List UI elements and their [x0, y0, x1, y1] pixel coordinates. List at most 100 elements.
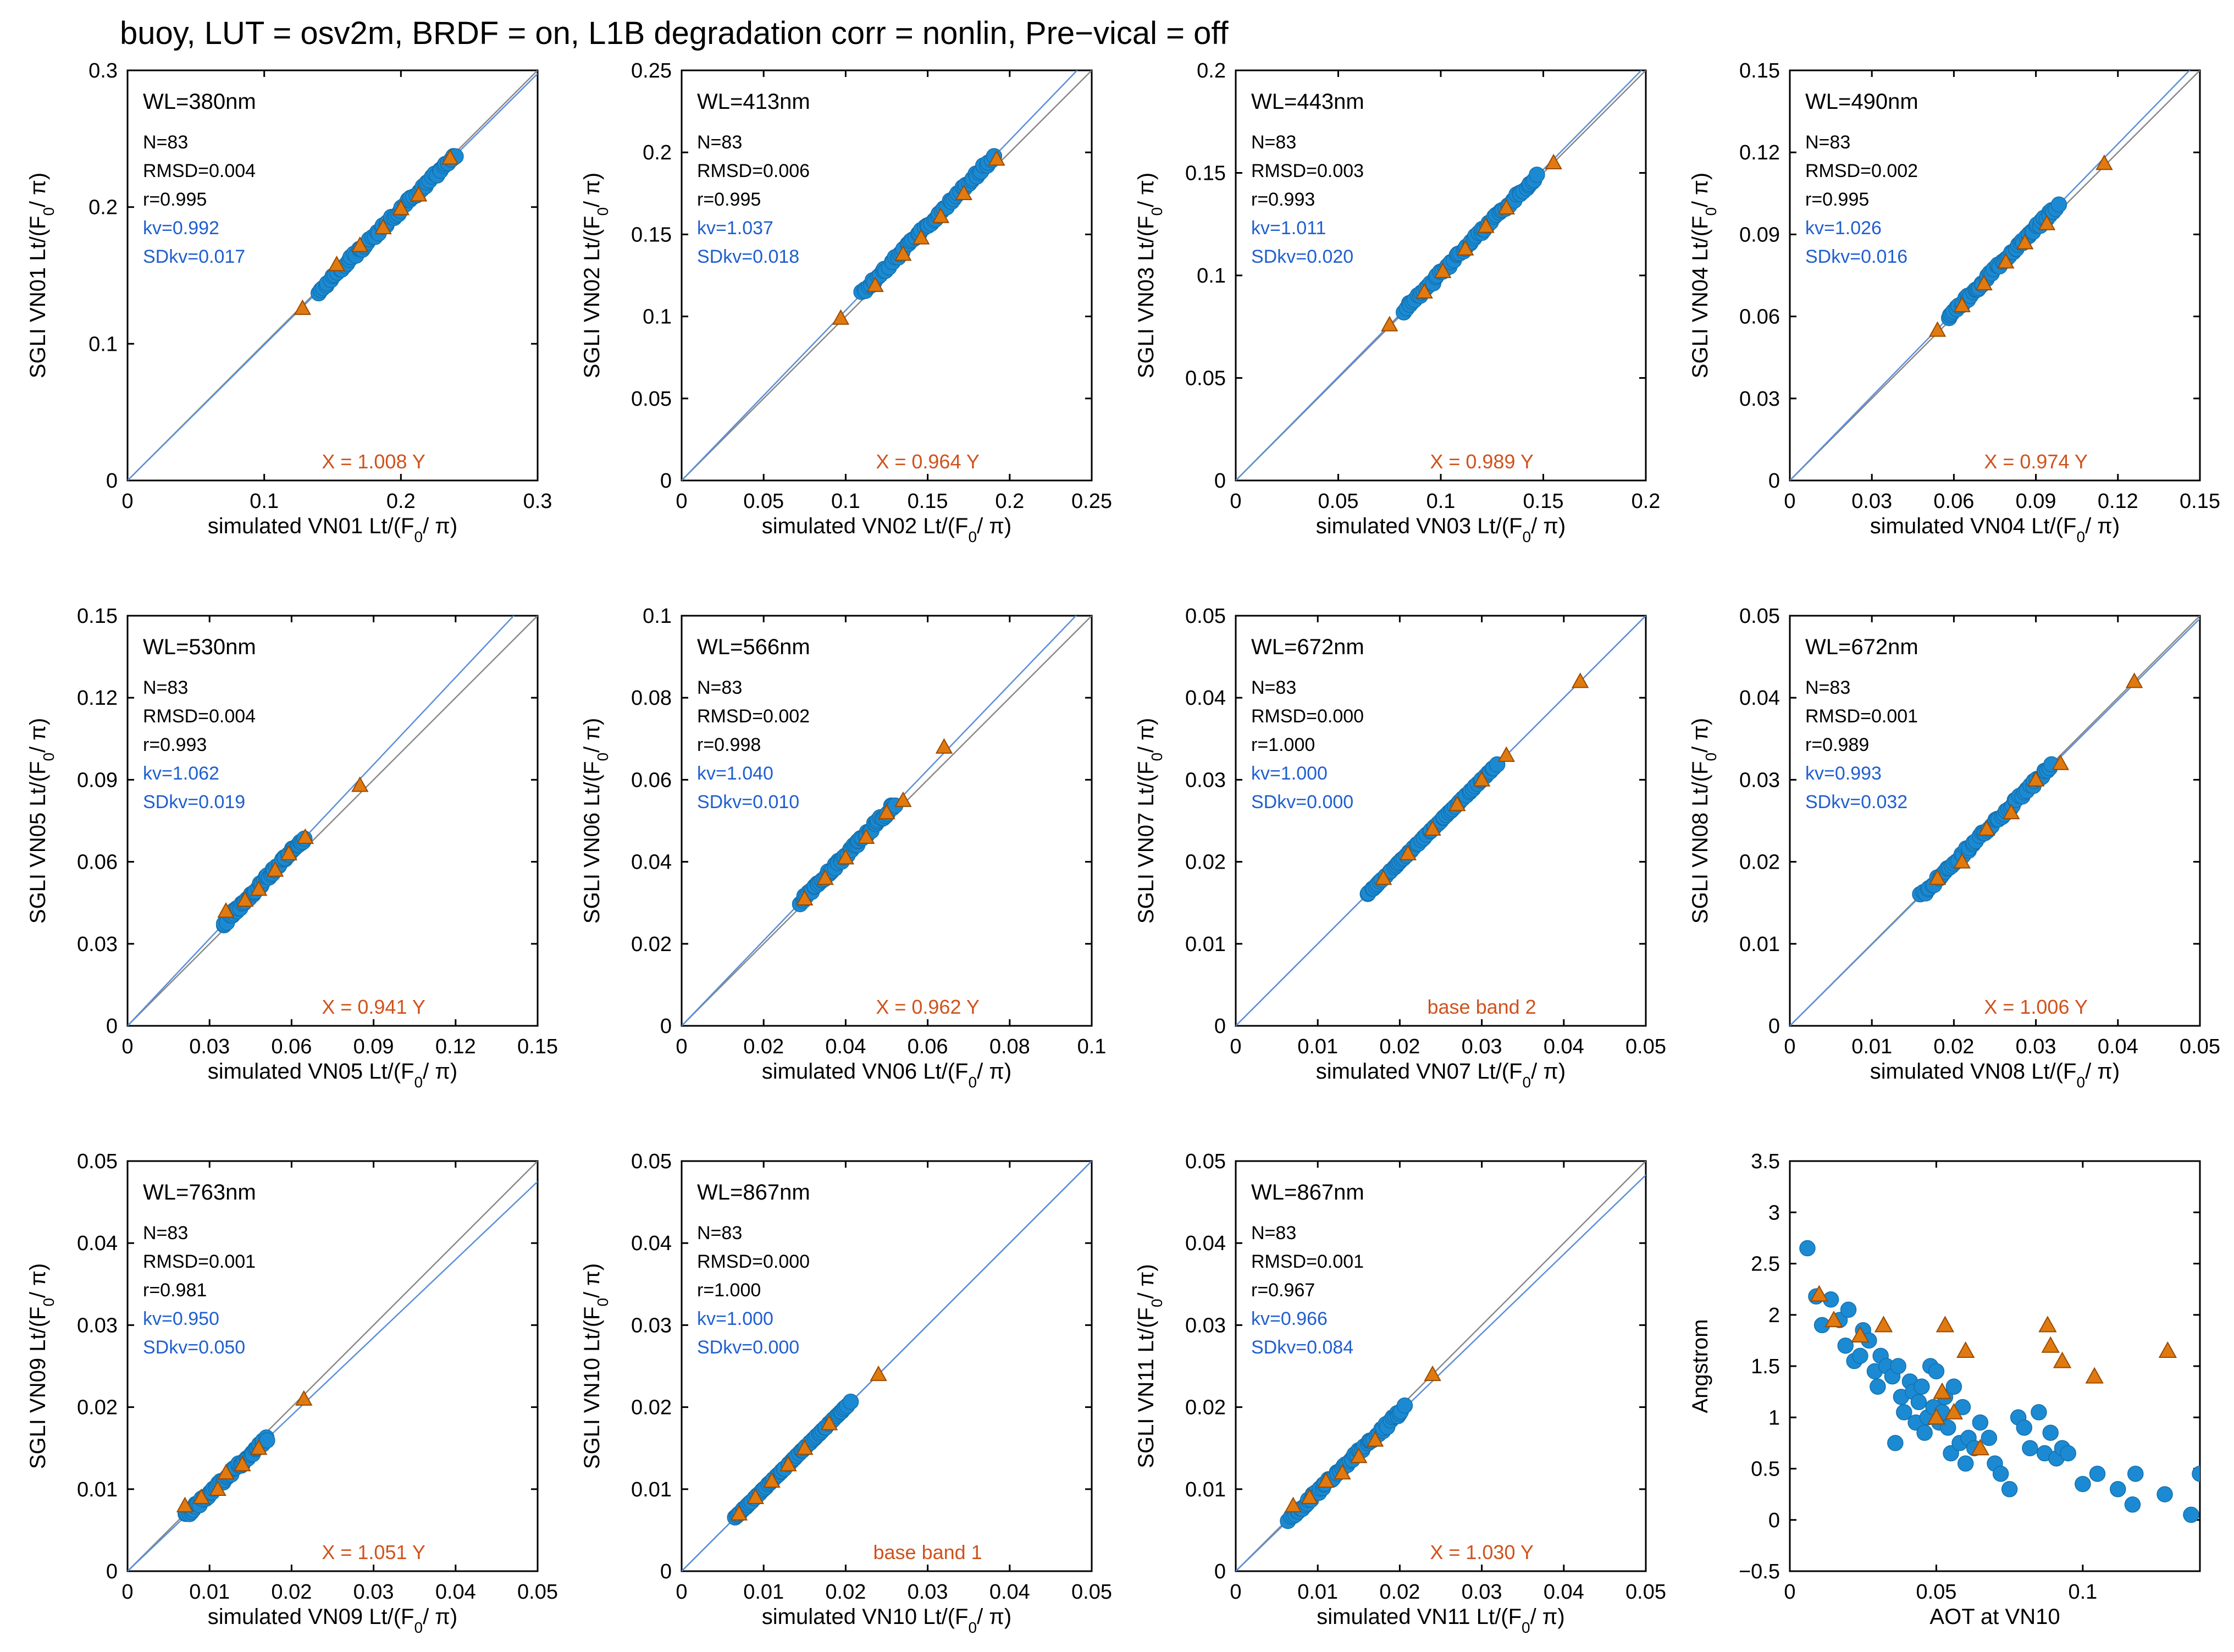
data-point-circle [2156, 1486, 2173, 1502]
x-tick-label: 0.05 [1071, 1581, 1112, 1604]
stat-r: r=0.993 [143, 734, 207, 755]
stat-r: r=0.995 [143, 189, 207, 210]
x-tick-label: 0.02 [743, 1035, 784, 1058]
y-axis-label: SGLI VN02 Lt/(F0/ π) [580, 173, 611, 378]
data-point-triangle [236, 891, 254, 907]
stat-sdkv: SDkv=0.018 [697, 246, 799, 267]
y-tick-label: 0 [106, 1560, 118, 1583]
stat-rmsd: RMSD=0.001 [143, 1251, 256, 1272]
fit-label: X = 0.989 Y [1430, 450, 1534, 473]
panel-VN03: 0 0.05 0.1 0.15 0.2 0 0.05 0.1 0.15 0.2 simulated … [1134, 59, 1660, 545]
y-axis-label: SGLI VN01 Lt/(F0/ π) [26, 173, 57, 378]
data-point-triangle [441, 149, 459, 165]
stat-n: N=83 [1251, 132, 1296, 153]
x-tick-label: 0.06 [908, 1035, 948, 1058]
wavelength-label: WL=490nm [1805, 90, 1918, 114]
stat-rmsd: RMSD=0.000 [697, 1251, 810, 1272]
x-tick-label: 0.04 [825, 1035, 866, 1058]
data-point-circle [1396, 1397, 1413, 1414]
y-tick-label: 0 [660, 1015, 672, 1038]
x-tick-label: 0.03 [1462, 1035, 1502, 1058]
stat-kv: kv=1.011 [1251, 218, 1326, 239]
data-point-circle [1852, 1347, 1868, 1364]
data-point-triangle [932, 207, 950, 223]
data-point-circle [2042, 1424, 2059, 1441]
data-point-triangle [1975, 274, 1993, 291]
x-tick-label: 0.01 [1297, 1035, 1338, 1058]
data-point-circle [2127, 1466, 2144, 1482]
y-tick-label: 0.3 [89, 59, 118, 82]
y-tick-label: 0 [660, 1560, 672, 1583]
stat-n: N=83 [143, 677, 188, 698]
stat-rmsd: RMSD=0.004 [143, 161, 256, 181]
y-tick-label: 0.09 [77, 769, 118, 792]
plot-area [128, 70, 538, 480]
y-tick-label: 0.09 [1739, 223, 1780, 246]
data-point-triangle [2027, 771, 2045, 787]
y-tick-label: 0.04 [631, 851, 672, 874]
x-tick-label: 0.1 [1077, 1035, 1107, 1058]
stat-rmsd: RMSD=0.000 [1251, 706, 1364, 727]
y-tick-label: 0.03 [1739, 388, 1780, 411]
data-point-triangle [1971, 1439, 1990, 1456]
y-tick-label: 0.5 [1751, 1458, 1780, 1481]
stat-sdkv: SDkv=0.017 [143, 246, 245, 267]
y-tick-label: 0.04 [1739, 687, 1780, 710]
x-tick-label: 0.03 [189, 1035, 230, 1058]
x-axis-label: simulated VN01 Lt/(F0/ π) [208, 514, 457, 545]
data-point-triangle [328, 256, 346, 272]
y-tick-label: 0.08 [631, 687, 672, 710]
stat-n: N=83 [1251, 677, 1296, 698]
data-point-triangle [294, 299, 311, 315]
stat-r: r=0.995 [697, 189, 761, 210]
fit-label: X = 0.941 Y [322, 996, 425, 1018]
plot-area [682, 1161, 1092, 1571]
data-point-triangle [1933, 1382, 1951, 1399]
plot-area [1790, 616, 2200, 1026]
y-tick-label: 0.02 [1185, 851, 1226, 874]
stat-sdkv: SDkv=0.084 [1251, 1337, 1353, 1358]
x-tick-label: 0 [676, 1581, 687, 1604]
data-point-circle [1916, 1424, 1933, 1441]
plot-area [1790, 70, 2200, 480]
x-tick-label: 0.2 [995, 490, 1024, 513]
panel-VN02: 0 0.05 0.1 0.15 0.2 0.25 0 0.05 0.1 0.15 0.2 0.25 si… [580, 59, 1112, 545]
data-point-circle [1887, 1435, 1904, 1451]
stat-rmsd: RMSD=0.002 [1805, 161, 1918, 181]
data-point-triangle [1457, 240, 1474, 256]
y-axis-label: Angstrom [1688, 1319, 1712, 1413]
data-point-triangle [250, 1439, 268, 1455]
x-tick-label: 0.01 [743, 1581, 784, 1604]
data-point-circle [2124, 1496, 2141, 1513]
y-tick-label: 0 [1214, 1560, 1226, 1583]
plot-area [682, 616, 1092, 1026]
data-point-triangle [894, 791, 912, 807]
x-tick-label: 0.05 [743, 490, 784, 513]
data-point-triangle [295, 1390, 313, 1406]
y-tick-label: 0.02 [631, 933, 672, 956]
panel-VN06: 0 0.02 0.04 0.06 0.08 0.1 0 0.02 0.04 0.06 0.08 0.1… [580, 605, 1107, 1091]
stat-rmsd: RMSD=0.004 [143, 706, 256, 727]
data-point-triangle [2125, 672, 2143, 688]
data-point-triangle [1874, 1316, 1893, 1333]
data-point-triangle [1399, 844, 1417, 860]
data-point-triangle [192, 1488, 210, 1504]
x-tick-label: 0.02 [1379, 1035, 1420, 1058]
x-tick-label: 0 [1230, 490, 1241, 513]
data-point-circle [1914, 1378, 1930, 1395]
x-tick-label: 0 [1784, 1035, 1795, 1058]
data-point-circle [1870, 1378, 1886, 1395]
data-point-triangle [816, 869, 834, 885]
panel-VN10: 0 0.01 0.02 0.03 0.04 0.05 0 0.01 0.02 0.03 0.04 0.… [580, 1150, 1112, 1636]
x-tick-label: 0.01 [1297, 1581, 1338, 1604]
data-point-triangle [1927, 1408, 1946, 1425]
stat-sdkv: SDkv=0.019 [143, 792, 245, 813]
data-point-triangle [1997, 253, 2015, 269]
y-axis-label: SGLI VN07 Lt/(F0/ π) [1134, 718, 1165, 924]
data-point-triangle [1473, 771, 1491, 787]
wavelength-label: WL=867nm [1251, 1180, 1364, 1205]
stat-rmsd: RMSD=0.002 [697, 706, 810, 727]
data-point-triangle [796, 889, 814, 905]
data-point-triangle [1944, 1402, 1964, 1419]
data-point-triangle [1497, 198, 1516, 215]
